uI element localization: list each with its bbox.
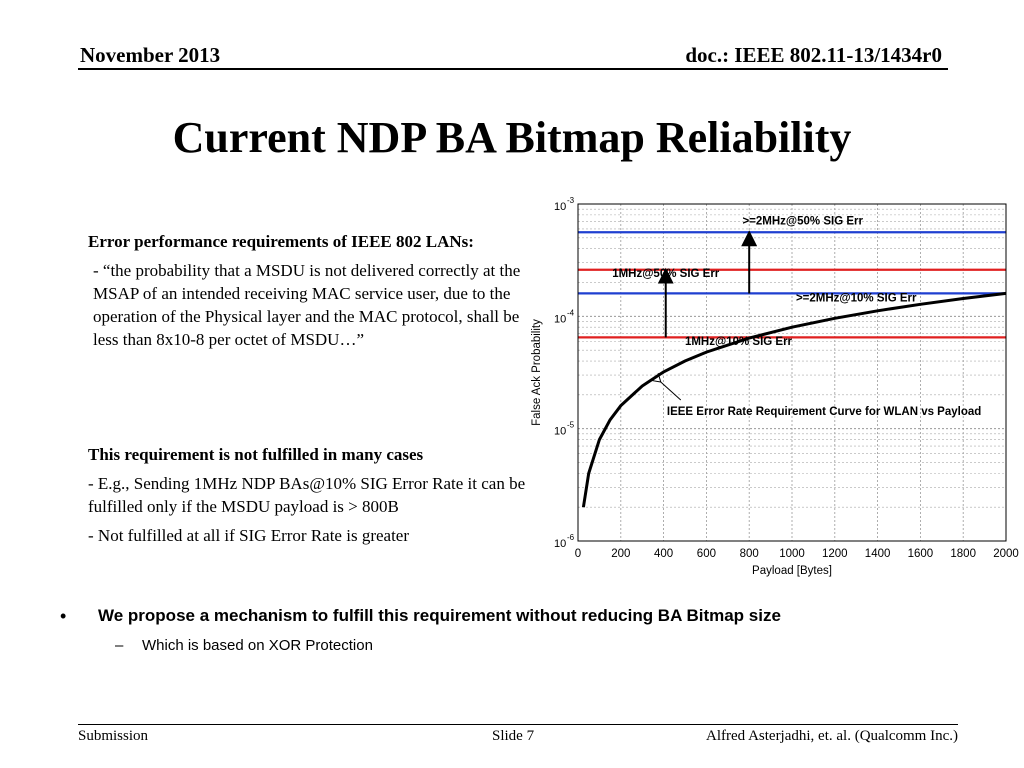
x-tick-label: 600 bbox=[697, 548, 716, 560]
x-axis-label: Payload [Bytes] bbox=[752, 565, 832, 577]
y-tick-label: 10 bbox=[554, 201, 566, 213]
bullet-main: We propose a mechanism to fulfill this r… bbox=[98, 606, 781, 625]
y-tick-exponent: -6 bbox=[567, 533, 575, 542]
x-tick-label: 1000 bbox=[779, 548, 805, 560]
y-axis-label: False Ack Probability bbox=[531, 319, 543, 426]
not-fulfilled-item-1: - E.g., Sending 1MHz NDP BAs@10% SIG Err… bbox=[88, 474, 526, 516]
y-tick-label: 10 bbox=[554, 538, 566, 550]
chart-annotation: >=2MHz@50% SIG Err bbox=[742, 215, 863, 227]
y-tick-label: 10 bbox=[554, 426, 566, 438]
y-tick-exponent: -5 bbox=[567, 421, 575, 430]
y-tick-exponent: -4 bbox=[567, 308, 575, 317]
requirement-curve bbox=[581, 291, 1007, 508]
x-tick-label: 1800 bbox=[950, 548, 976, 560]
x-tick-label: 2000 bbox=[993, 548, 1019, 560]
header-date: November 2013 bbox=[80, 43, 221, 67]
x-tick-label: 0 bbox=[575, 548, 581, 560]
footer-author: Alfred Asterjadhi, et. al. (Qualcomm Inc… bbox=[706, 728, 958, 744]
y-tick-label: 10 bbox=[554, 313, 566, 325]
curve-pointer-arrow bbox=[661, 382, 682, 401]
footer-divider bbox=[78, 724, 958, 725]
x-tick-label: 1600 bbox=[908, 548, 934, 560]
y-tick-exponent: -3 bbox=[567, 196, 575, 205]
chart-annotation: 1MHz@50% SIG Err bbox=[612, 268, 720, 280]
footer-left: Submission bbox=[78, 728, 149, 744]
not-fulfilled-heading: This requirement is not fulfilled in man… bbox=[88, 445, 424, 464]
x-tick-label: 400 bbox=[654, 548, 673, 560]
plot-frame bbox=[577, 203, 1007, 542]
chart-annotation: 1MHz@10% SIG Err bbox=[685, 336, 793, 348]
requirement-heading: Error performance requirements of IEEE 8… bbox=[88, 232, 474, 251]
sub-bullet-dash-icon: – bbox=[115, 637, 124, 654]
header-divider bbox=[78, 68, 948, 70]
requirement-quote: - “the probability that a MSDU is not de… bbox=[93, 261, 521, 349]
bullet-icon: • bbox=[60, 606, 67, 626]
sub-bullet-text: Which is based on XOR Protection bbox=[142, 637, 373, 654]
slide-title: Current NDP BA Bitmap Reliability bbox=[172, 113, 852, 162]
x-tick-label: 1200 bbox=[822, 548, 848, 560]
chart-annotation: IEEE Error Rate Requirement Curve for WL… bbox=[667, 406, 981, 418]
not-fulfilled-item-2: - Not fulfilled at all if SIG Error Rate… bbox=[88, 526, 409, 545]
footer-slide-number: Slide 7 bbox=[492, 728, 535, 744]
x-tick-label: 800 bbox=[740, 548, 759, 560]
header-doc-id: doc.: IEEE 802.11-13/1434r0 bbox=[685, 43, 942, 67]
x-tick-label: 200 bbox=[611, 548, 630, 560]
false-ack-probability-chart: >=2MHz@50% SIG Err 1MHz@50% SIG Err >=2MHz… bbox=[531, 196, 1019, 577]
x-tick-label: 1400 bbox=[865, 548, 891, 560]
chart-annotation: >=2MHz@10% SIG Err bbox=[796, 292, 917, 304]
